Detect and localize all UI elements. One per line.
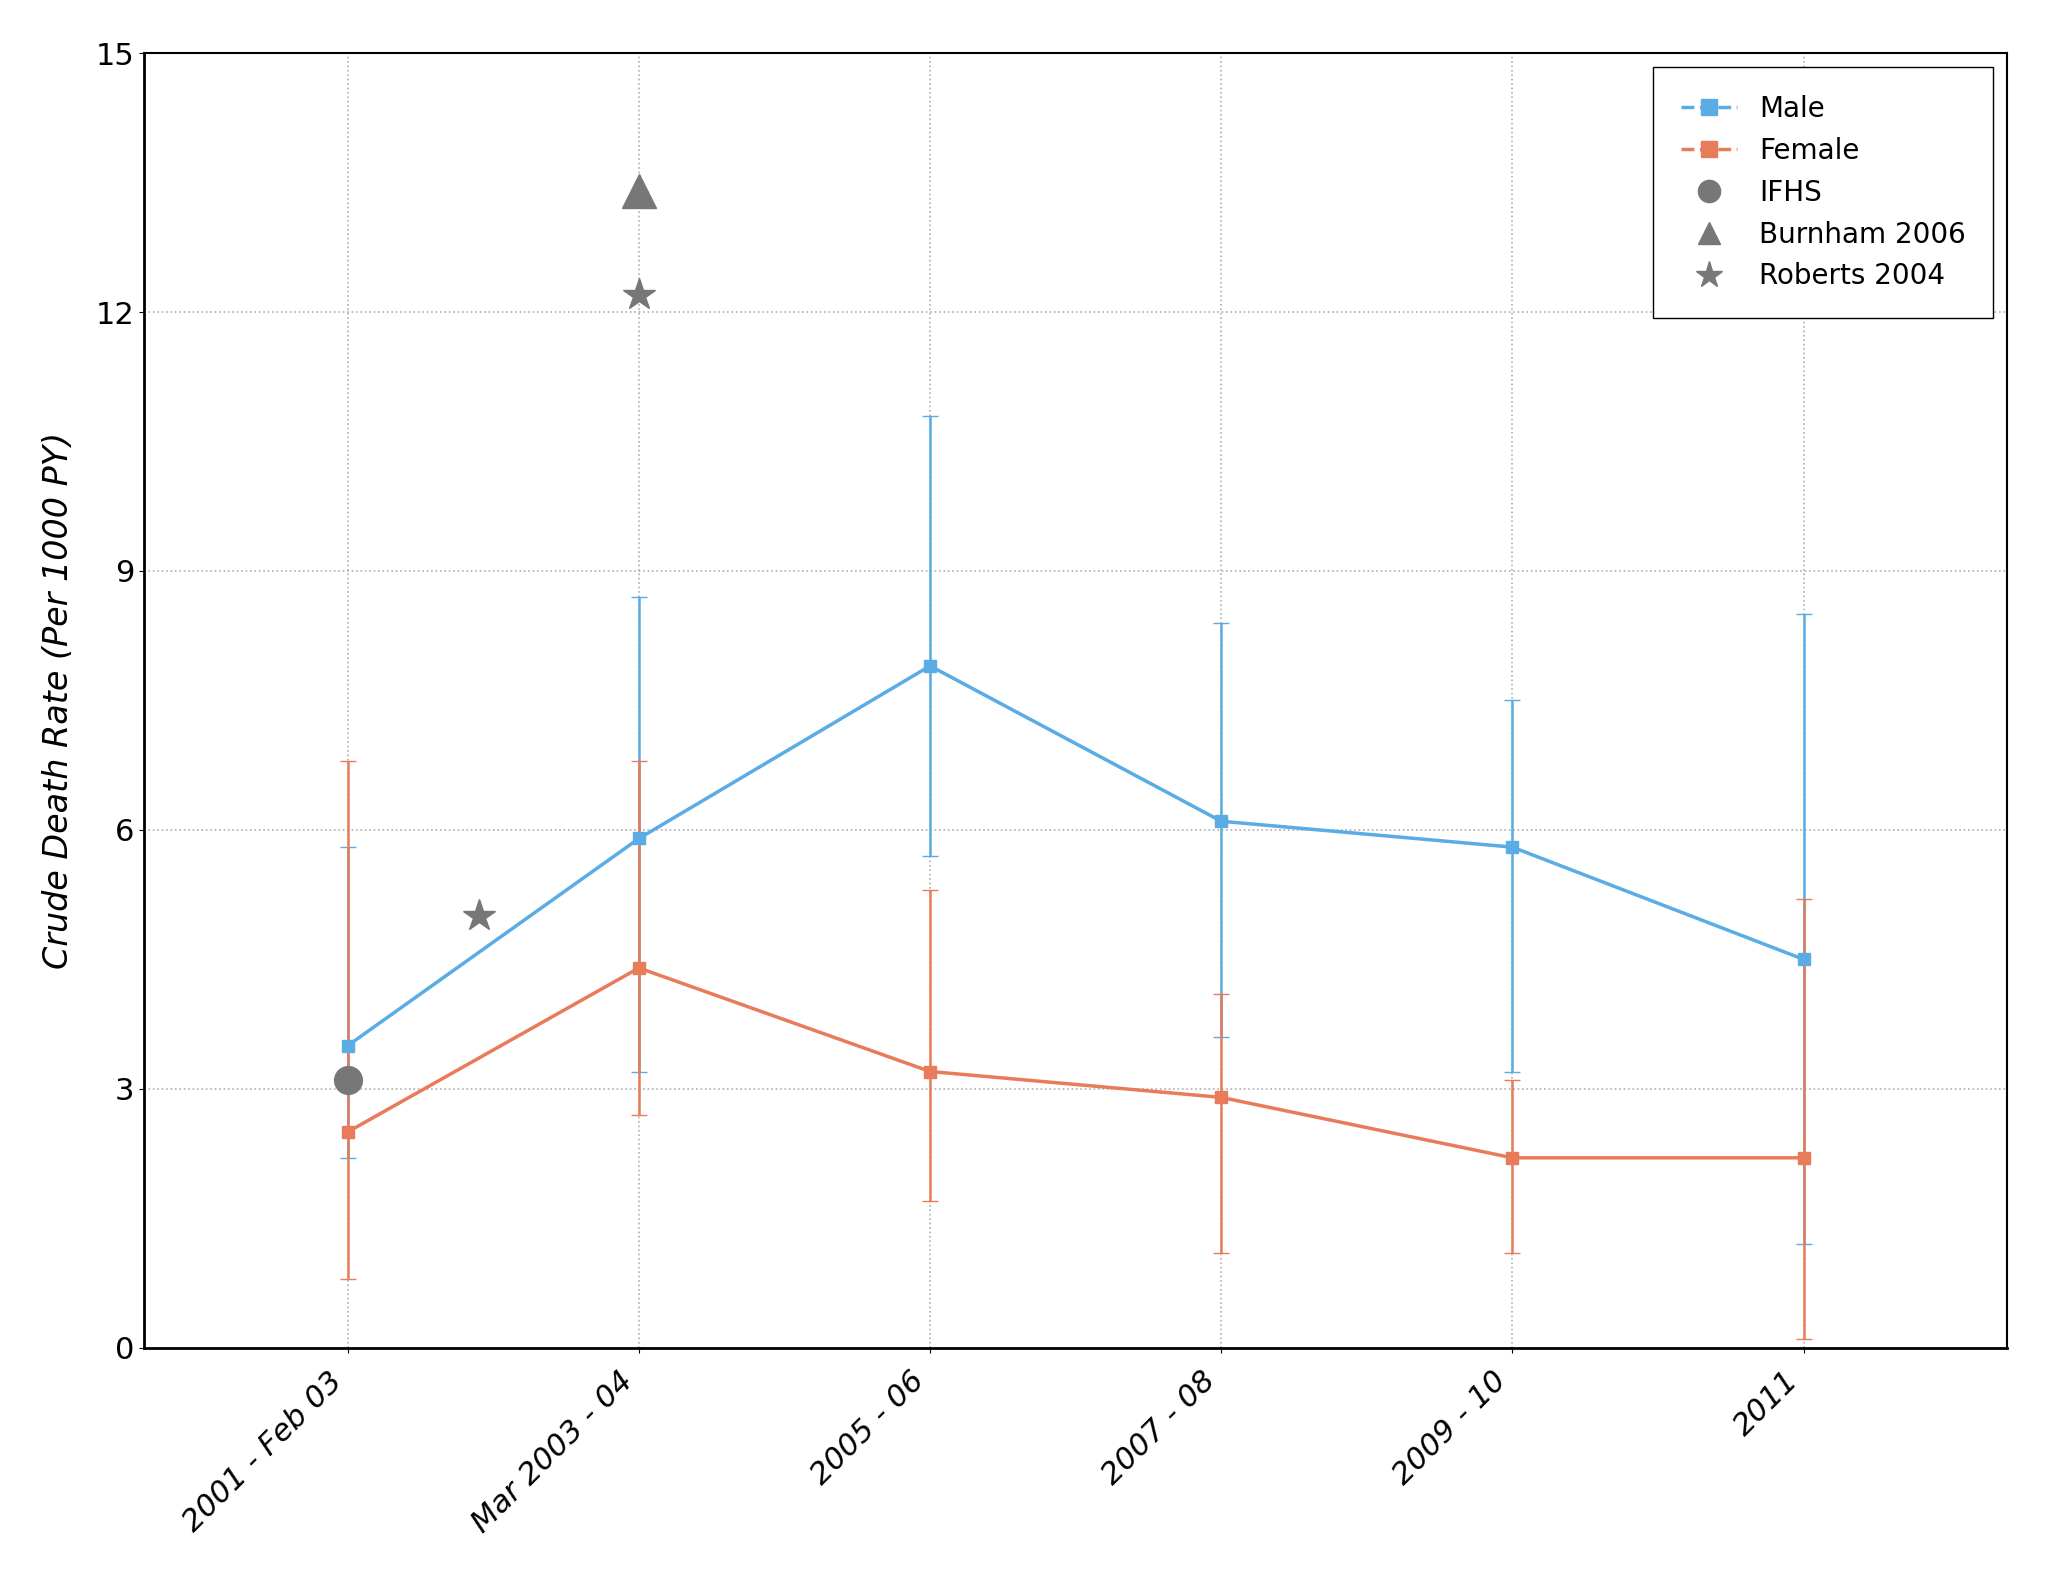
Legend: Male, Female, IFHS, Burnham 2006, Roberts 2004: Male, Female, IFHS, Burnham 2006, Robert… xyxy=(1654,66,1994,318)
Y-axis label: Crude Death Rate (Per 1000 PY): Crude Death Rate (Per 1000 PY) xyxy=(41,431,74,969)
